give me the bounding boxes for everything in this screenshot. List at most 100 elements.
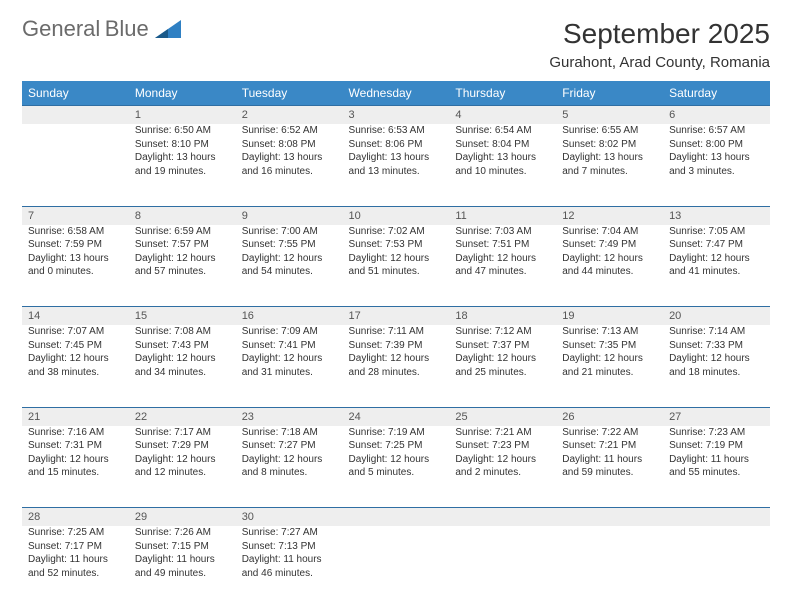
day-number-row: 14151617181920 bbox=[22, 307, 770, 326]
day-number-row: 282930 bbox=[22, 508, 770, 527]
day-cell bbox=[663, 526, 770, 608]
day-details: Sunrise: 7:05 AMSunset: 7:47 PMDaylight:… bbox=[669, 225, 764, 279]
day-details: Sunrise: 7:11 AMSunset: 7:39 PMDaylight:… bbox=[349, 325, 444, 379]
day-number: 22 bbox=[129, 407, 236, 426]
location-subtitle: Gurahont, Arad County, Romania bbox=[549, 54, 770, 71]
day-cell: Sunrise: 7:27 AMSunset: 7:13 PMDaylight:… bbox=[236, 526, 343, 608]
day-details: Sunrise: 7:02 AMSunset: 7:53 PMDaylight:… bbox=[349, 225, 444, 279]
day-cell: Sunrise: 6:53 AMSunset: 8:06 PMDaylight:… bbox=[343, 124, 450, 206]
day-content-row: Sunrise: 7:07 AMSunset: 7:45 PMDaylight:… bbox=[22, 325, 770, 407]
day-details: Sunrise: 6:57 AMSunset: 8:00 PMDaylight:… bbox=[669, 124, 764, 178]
day-number: 26 bbox=[556, 407, 663, 426]
day-cell: Sunrise: 7:26 AMSunset: 7:15 PMDaylight:… bbox=[129, 526, 236, 608]
calendar-table: SundayMondayTuesdayWednesdayThursdayFrid… bbox=[22, 81, 770, 608]
day-cell: Sunrise: 6:57 AMSunset: 8:00 PMDaylight:… bbox=[663, 124, 770, 206]
day-details: Sunrise: 6:54 AMSunset: 8:04 PMDaylight:… bbox=[455, 124, 550, 178]
day-details: Sunrise: 7:17 AMSunset: 7:29 PMDaylight:… bbox=[135, 426, 230, 480]
day-number: 13 bbox=[663, 206, 770, 225]
day-cell: Sunrise: 7:08 AMSunset: 7:43 PMDaylight:… bbox=[129, 325, 236, 407]
day-number: 3 bbox=[343, 106, 450, 125]
day-number: 19 bbox=[556, 307, 663, 326]
day-number: 14 bbox=[22, 307, 129, 326]
weekday-header: Wednesday bbox=[343, 81, 450, 106]
day-details: Sunrise: 7:04 AMSunset: 7:49 PMDaylight:… bbox=[562, 225, 657, 279]
day-number: 1 bbox=[129, 106, 236, 125]
day-cell: Sunrise: 7:18 AMSunset: 7:27 PMDaylight:… bbox=[236, 426, 343, 508]
day-number: 12 bbox=[556, 206, 663, 225]
day-number: 9 bbox=[236, 206, 343, 225]
day-cell: Sunrise: 7:03 AMSunset: 7:51 PMDaylight:… bbox=[449, 225, 556, 307]
weekday-header: Thursday bbox=[449, 81, 556, 106]
day-cell: Sunrise: 7:17 AMSunset: 7:29 PMDaylight:… bbox=[129, 426, 236, 508]
day-details: Sunrise: 7:16 AMSunset: 7:31 PMDaylight:… bbox=[28, 426, 123, 480]
title-block: September 2025 Gurahont, Arad County, Ro… bbox=[549, 18, 770, 71]
day-number: 15 bbox=[129, 307, 236, 326]
day-cell: Sunrise: 6:54 AMSunset: 8:04 PMDaylight:… bbox=[449, 124, 556, 206]
logo: General Blue bbox=[22, 18, 181, 43]
day-number bbox=[22, 106, 129, 125]
day-number: 21 bbox=[22, 407, 129, 426]
weekday-header: Monday bbox=[129, 81, 236, 106]
day-details: Sunrise: 7:19 AMSunset: 7:25 PMDaylight:… bbox=[349, 426, 444, 480]
logo-icon bbox=[155, 20, 181, 43]
day-cell: Sunrise: 7:12 AMSunset: 7:37 PMDaylight:… bbox=[449, 325, 556, 407]
day-number-row: 21222324252627 bbox=[22, 407, 770, 426]
day-cell: Sunrise: 6:50 AMSunset: 8:10 PMDaylight:… bbox=[129, 124, 236, 206]
day-number: 29 bbox=[129, 508, 236, 527]
day-number: 16 bbox=[236, 307, 343, 326]
day-details: Sunrise: 7:09 AMSunset: 7:41 PMDaylight:… bbox=[242, 325, 337, 379]
day-number: 27 bbox=[663, 407, 770, 426]
day-cell: Sunrise: 7:19 AMSunset: 7:25 PMDaylight:… bbox=[343, 426, 450, 508]
day-number bbox=[343, 508, 450, 527]
day-cell: Sunrise: 6:58 AMSunset: 7:59 PMDaylight:… bbox=[22, 225, 129, 307]
day-details: Sunrise: 7:23 AMSunset: 7:19 PMDaylight:… bbox=[669, 426, 764, 480]
day-cell: Sunrise: 7:21 AMSunset: 7:23 PMDaylight:… bbox=[449, 426, 556, 508]
day-cell bbox=[343, 526, 450, 608]
day-cell: Sunrise: 6:55 AMSunset: 8:02 PMDaylight:… bbox=[556, 124, 663, 206]
day-cell: Sunrise: 7:04 AMSunset: 7:49 PMDaylight:… bbox=[556, 225, 663, 307]
day-number: 17 bbox=[343, 307, 450, 326]
day-cell: Sunrise: 7:23 AMSunset: 7:19 PMDaylight:… bbox=[663, 426, 770, 508]
day-cell: Sunrise: 7:16 AMSunset: 7:31 PMDaylight:… bbox=[22, 426, 129, 508]
day-number bbox=[556, 508, 663, 527]
day-cell: Sunrise: 7:14 AMSunset: 7:33 PMDaylight:… bbox=[663, 325, 770, 407]
logo-word1: General bbox=[22, 16, 100, 41]
day-details: Sunrise: 6:50 AMSunset: 8:10 PMDaylight:… bbox=[135, 124, 230, 178]
weekday-header: Friday bbox=[556, 81, 663, 106]
weekday-header-row: SundayMondayTuesdayWednesdayThursdayFrid… bbox=[22, 81, 770, 106]
weekday-header: Tuesday bbox=[236, 81, 343, 106]
day-cell: Sunrise: 7:11 AMSunset: 7:39 PMDaylight:… bbox=[343, 325, 450, 407]
day-number: 6 bbox=[663, 106, 770, 125]
day-details: Sunrise: 7:27 AMSunset: 7:13 PMDaylight:… bbox=[242, 526, 337, 580]
day-number bbox=[663, 508, 770, 527]
day-number: 20 bbox=[663, 307, 770, 326]
day-details: Sunrise: 6:55 AMSunset: 8:02 PMDaylight:… bbox=[562, 124, 657, 178]
day-cell bbox=[449, 526, 556, 608]
day-content-row: Sunrise: 6:58 AMSunset: 7:59 PMDaylight:… bbox=[22, 225, 770, 307]
day-number: 18 bbox=[449, 307, 556, 326]
day-cell: Sunrise: 7:09 AMSunset: 7:41 PMDaylight:… bbox=[236, 325, 343, 407]
day-details: Sunrise: 7:26 AMSunset: 7:15 PMDaylight:… bbox=[135, 526, 230, 580]
day-cell: Sunrise: 7:05 AMSunset: 7:47 PMDaylight:… bbox=[663, 225, 770, 307]
day-cell: Sunrise: 7:13 AMSunset: 7:35 PMDaylight:… bbox=[556, 325, 663, 407]
day-details: Sunrise: 6:59 AMSunset: 7:57 PMDaylight:… bbox=[135, 225, 230, 279]
day-details: Sunrise: 6:53 AMSunset: 8:06 PMDaylight:… bbox=[349, 124, 444, 178]
day-number: 24 bbox=[343, 407, 450, 426]
day-number: 7 bbox=[22, 206, 129, 225]
day-number: 25 bbox=[449, 407, 556, 426]
weekday-header: Sunday bbox=[22, 81, 129, 106]
day-cell: Sunrise: 7:25 AMSunset: 7:17 PMDaylight:… bbox=[22, 526, 129, 608]
day-cell bbox=[22, 124, 129, 206]
day-number: 11 bbox=[449, 206, 556, 225]
page-title: September 2025 bbox=[549, 18, 770, 50]
day-number: 8 bbox=[129, 206, 236, 225]
day-number: 28 bbox=[22, 508, 129, 527]
day-number bbox=[449, 508, 556, 527]
day-details: Sunrise: 6:52 AMSunset: 8:08 PMDaylight:… bbox=[242, 124, 337, 178]
day-content-row: Sunrise: 7:25 AMSunset: 7:17 PMDaylight:… bbox=[22, 526, 770, 608]
day-number: 2 bbox=[236, 106, 343, 125]
day-details: Sunrise: 7:25 AMSunset: 7:17 PMDaylight:… bbox=[28, 526, 123, 580]
calendar-body: 123456Sunrise: 6:50 AMSunset: 8:10 PMDay… bbox=[22, 106, 770, 609]
day-details: Sunrise: 7:03 AMSunset: 7:51 PMDaylight:… bbox=[455, 225, 550, 279]
day-details: Sunrise: 7:18 AMSunset: 7:27 PMDaylight:… bbox=[242, 426, 337, 480]
